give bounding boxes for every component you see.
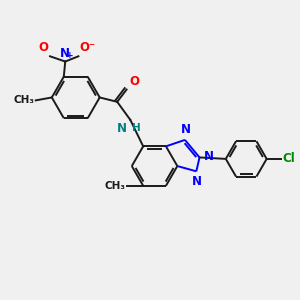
Text: N: N xyxy=(117,122,127,135)
Text: O⁻: O⁻ xyxy=(80,41,96,54)
Text: N: N xyxy=(204,150,214,163)
Text: Cl: Cl xyxy=(283,152,296,165)
Text: O: O xyxy=(130,75,140,88)
Text: CH₃: CH₃ xyxy=(13,95,34,105)
Text: N: N xyxy=(60,47,70,60)
Text: CH₃: CH₃ xyxy=(105,181,126,191)
Text: N: N xyxy=(181,123,190,136)
Text: +: + xyxy=(66,51,74,60)
Text: O: O xyxy=(39,41,49,54)
Text: N: N xyxy=(192,175,202,188)
Text: H: H xyxy=(132,123,141,134)
